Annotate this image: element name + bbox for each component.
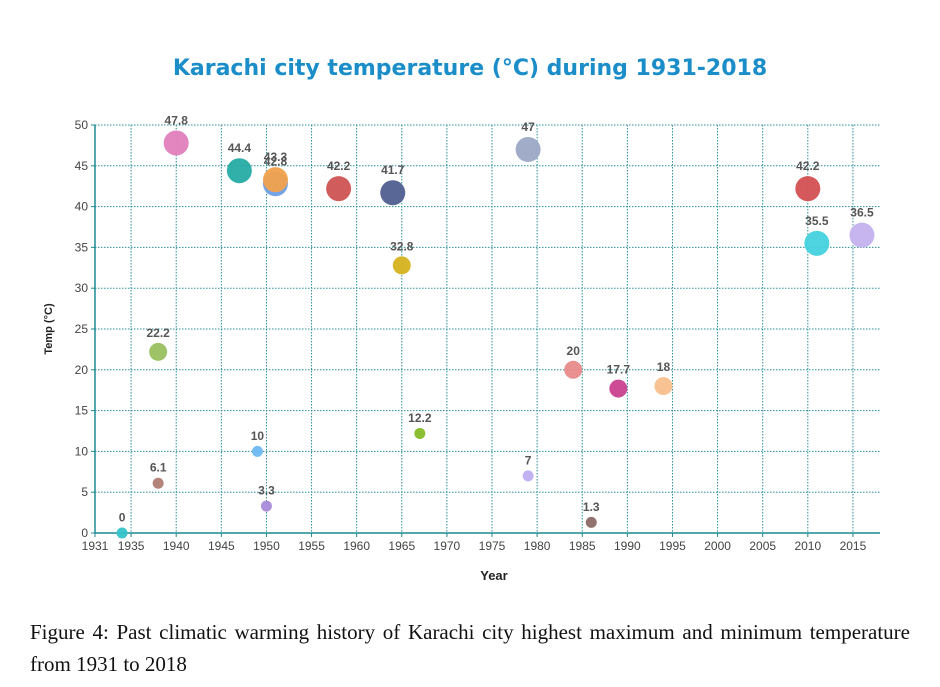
data-point [585, 516, 597, 528]
data-label: 0 [119, 511, 126, 525]
y-tick-label: 15 [75, 404, 89, 418]
y-tick-label: 45 [75, 159, 89, 173]
data-label: 47.8 [165, 113, 189, 127]
data-point [152, 477, 164, 489]
y-tick-label: 20 [75, 363, 89, 377]
data-label: 7 [525, 453, 532, 467]
data-label: 10 [251, 429, 265, 443]
data-point [515, 136, 541, 162]
data-label: 47 [521, 120, 535, 134]
data-label: 41.7 [381, 163, 405, 177]
data-point [260, 500, 272, 512]
figure-caption: Figure 4: Past climatic warming history … [30, 620, 910, 676]
data-point [116, 527, 128, 539]
data-point [251, 445, 263, 457]
data-point [163, 130, 189, 156]
chart-container: Karachi city temperature (°C) during 193… [43, 56, 880, 583]
data-label: 12.2 [408, 411, 432, 425]
x-tick-label: 1955 [298, 539, 325, 553]
data-point [804, 230, 830, 256]
data-point [564, 360, 583, 379]
x-tick-label: 1970 [434, 539, 461, 553]
data-point [380, 180, 406, 206]
x-tick-label: 1975 [479, 539, 506, 553]
y-tick-label: 25 [75, 322, 89, 336]
data-label: 22.2 [146, 326, 170, 340]
x-tick-label: 1985 [569, 539, 596, 553]
data-point [522, 470, 534, 482]
y-tick-label: 50 [75, 118, 89, 132]
data-label: 32.8 [390, 239, 414, 253]
data-point [392, 256, 411, 275]
data-point [262, 167, 288, 193]
data-points [116, 130, 875, 539]
x-tick-label: 2005 [749, 539, 776, 553]
y-axis-title: Temp (°C) [43, 303, 55, 355]
data-label: 42.2 [327, 159, 351, 173]
x-tick-label: 1950 [253, 539, 280, 553]
data-label: 35.5 [805, 214, 829, 228]
data-label: 44.4 [228, 141, 252, 155]
data-point [795, 176, 821, 202]
x-tick-label: 2015 [840, 539, 867, 553]
x-tick-label: 1945 [208, 539, 235, 553]
data-point [654, 377, 673, 396]
data-point [609, 379, 628, 398]
x-tick-label: 1960 [343, 539, 370, 553]
axes: 1931 1935 1940 1945 1950 1955 1960 1965 1970 1975… [75, 118, 880, 553]
chart-title: Karachi city temperature (°C) during 193… [172, 56, 768, 81]
data-point [414, 427, 426, 439]
data-label: 42.8 [264, 154, 288, 168]
data-label: 18 [657, 360, 671, 374]
data-label: 43.3 [264, 150, 288, 164]
x-tick-label: 1935 [118, 539, 145, 553]
y-tick-label: 10 [75, 444, 89, 458]
scatter-chart: 1931 1935 1940 1945 1950 1955 1960 1965 1970 1975… [43, 113, 880, 583]
data-labels: 0 6.1 22.2 47.8 44.4 10 3.3 42.843.3 42.2 41.7 32.… [119, 113, 874, 524]
data-label: 3.3 [258, 484, 275, 498]
data-label: 17.7 [607, 363, 631, 377]
y-tick-label: 40 [75, 200, 89, 214]
x-tick-label: 1980 [524, 539, 551, 553]
data-label: 1.3 [583, 500, 600, 514]
data-point [149, 342, 168, 361]
x-tick-label: 1990 [614, 539, 641, 553]
data-label: 42.2 [796, 159, 820, 173]
y-tick-label: 5 [81, 485, 88, 499]
x-tick-label: 1995 [659, 539, 686, 553]
x-tick-label: 2000 [704, 539, 731, 553]
data-point [849, 222, 875, 248]
x-tick-label: 1965 [388, 539, 415, 553]
data-point [226, 158, 252, 184]
grid [95, 124, 880, 533]
data-label: 36.5 [850, 206, 874, 220]
x-axis-title: Year [480, 568, 507, 583]
x-tick-label: 2010 [794, 539, 821, 553]
y-tick-label: 35 [75, 240, 89, 254]
data-label: 20 [567, 344, 581, 358]
x-tick-label: 1940 [163, 539, 190, 553]
y-tick-label: 30 [75, 281, 89, 295]
y-tick-label: 0 [81, 526, 88, 540]
x-tick-label: 1931 [82, 539, 109, 553]
data-label: 6.1 [150, 461, 167, 475]
data-point [326, 176, 352, 202]
